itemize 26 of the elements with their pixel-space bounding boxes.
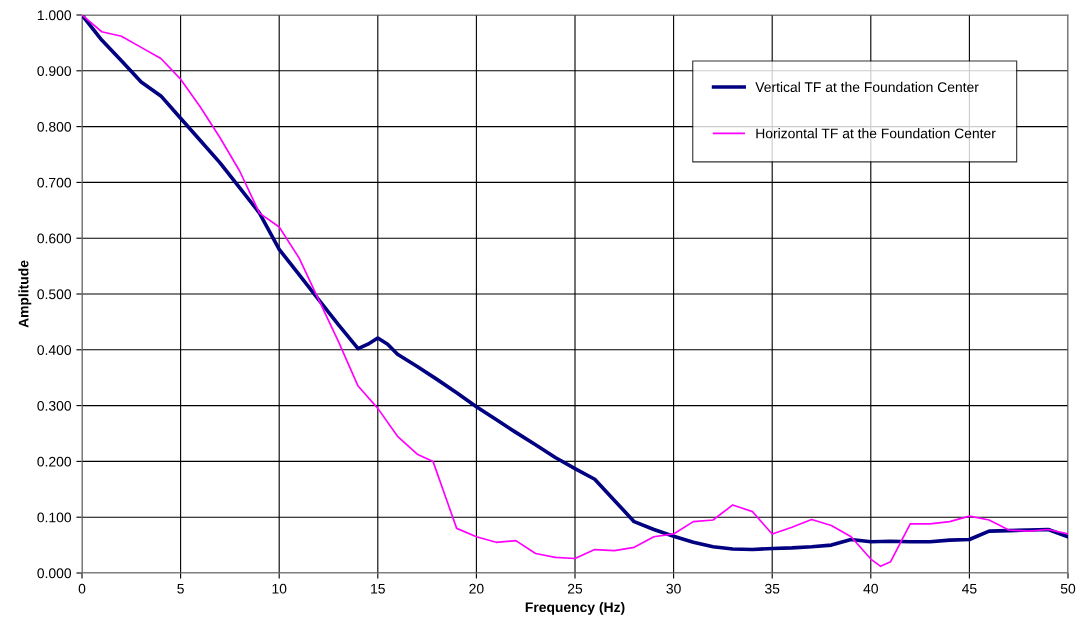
y-tick-label: 1.000 bbox=[37, 10, 72, 21]
y-tick-label: 0.700 bbox=[37, 177, 72, 188]
x-tick-label: 35 bbox=[765, 583, 780, 594]
legend-label: Horizontal TF at the Foundation Center bbox=[756, 128, 996, 139]
x-axis-title: Frequency (Hz) bbox=[525, 601, 625, 615]
y-tick-label: 0.300 bbox=[37, 400, 72, 411]
y-tick-label: 0.800 bbox=[37, 121, 72, 132]
x-tick-label: 40 bbox=[863, 583, 878, 594]
x-tick-label: 5 bbox=[177, 583, 184, 594]
x-tick-label: 30 bbox=[666, 583, 681, 594]
y-axis-title: Amplitude bbox=[18, 260, 32, 328]
x-tick-label: 10 bbox=[272, 583, 287, 594]
x-tick-label: 25 bbox=[567, 583, 583, 594]
y-tick-label: 0.100 bbox=[37, 512, 72, 523]
x-tick-label: 45 bbox=[962, 583, 977, 594]
y-tick-label: 0.000 bbox=[37, 568, 72, 579]
y-tick-label: 0.900 bbox=[37, 66, 72, 76]
x-tick-label: 15 bbox=[371, 583, 385, 594]
x-tick-label: 50 bbox=[1060, 583, 1076, 594]
y-tick-label: 0.200 bbox=[37, 456, 72, 467]
y-tick-label: 0.600 bbox=[37, 233, 72, 244]
x-tick-label: 0 bbox=[78, 583, 86, 594]
legend-label: Vertical TF at the Foundation Center bbox=[755, 81, 979, 93]
y-tick-label: 0.400 bbox=[37, 345, 72, 355]
x-tick-label: 20 bbox=[469, 583, 484, 594]
y-tick-label: 0.500 bbox=[37, 289, 72, 300]
